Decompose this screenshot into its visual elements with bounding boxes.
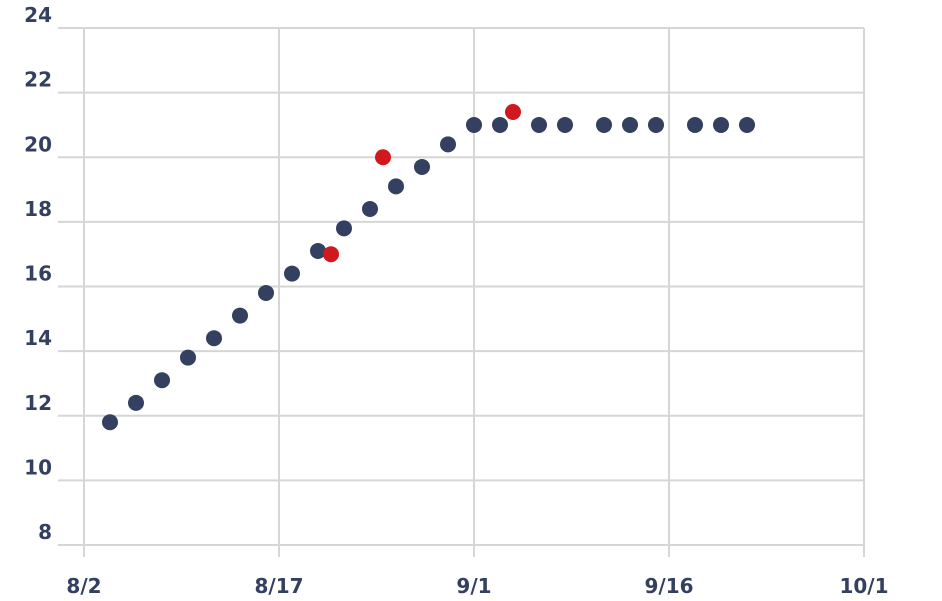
grid	[58, 28, 864, 557]
y-tick-label: 10	[24, 455, 52, 479]
data-point	[622, 117, 638, 133]
data-point	[466, 117, 482, 133]
y-tick-label: 22	[24, 68, 52, 92]
data-point	[180, 350, 196, 366]
data-point	[102, 414, 118, 430]
series-0	[102, 117, 755, 430]
x-tick-label: 8/2	[66, 574, 101, 598]
y-tick-label: 16	[24, 262, 52, 286]
series-1	[323, 104, 521, 262]
data-point	[648, 117, 664, 133]
x-tick-label: 9/1	[456, 574, 491, 598]
data-point	[206, 330, 222, 346]
x-tick-label: 8/17	[254, 574, 303, 598]
data-point	[284, 266, 300, 282]
data-point	[232, 308, 248, 324]
data-point	[596, 117, 612, 133]
data-point	[739, 117, 755, 133]
data-point	[505, 104, 521, 120]
y-tick-label: 24	[24, 3, 52, 27]
x-tick-label: 10/1	[839, 574, 888, 598]
data-point	[375, 149, 391, 165]
x-axis-tick-labels: 8/2 8/17 9/1 9/16 10/1	[66, 574, 888, 598]
data-points	[102, 104, 755, 430]
data-point	[323, 246, 339, 262]
data-point	[531, 117, 547, 133]
data-point	[388, 178, 404, 194]
data-point	[557, 117, 573, 133]
y-tick-label: 18	[24, 197, 52, 221]
y-tick-label: 12	[24, 391, 52, 415]
y-axis-tick-labels: 8 10 12 14 16 18 20 22 24	[24, 3, 52, 544]
data-point	[128, 395, 144, 411]
data-point	[154, 372, 170, 388]
data-point	[687, 117, 703, 133]
data-point	[713, 117, 729, 133]
data-point	[414, 159, 430, 175]
data-point	[492, 117, 508, 133]
y-tick-label: 8	[38, 520, 52, 544]
data-point	[440, 136, 456, 152]
x-tick-label: 9/16	[644, 574, 693, 598]
y-tick-label: 20	[24, 132, 52, 156]
data-point	[258, 285, 274, 301]
data-point	[336, 220, 352, 236]
y-tick-label: 14	[24, 326, 52, 350]
data-point	[362, 201, 378, 217]
